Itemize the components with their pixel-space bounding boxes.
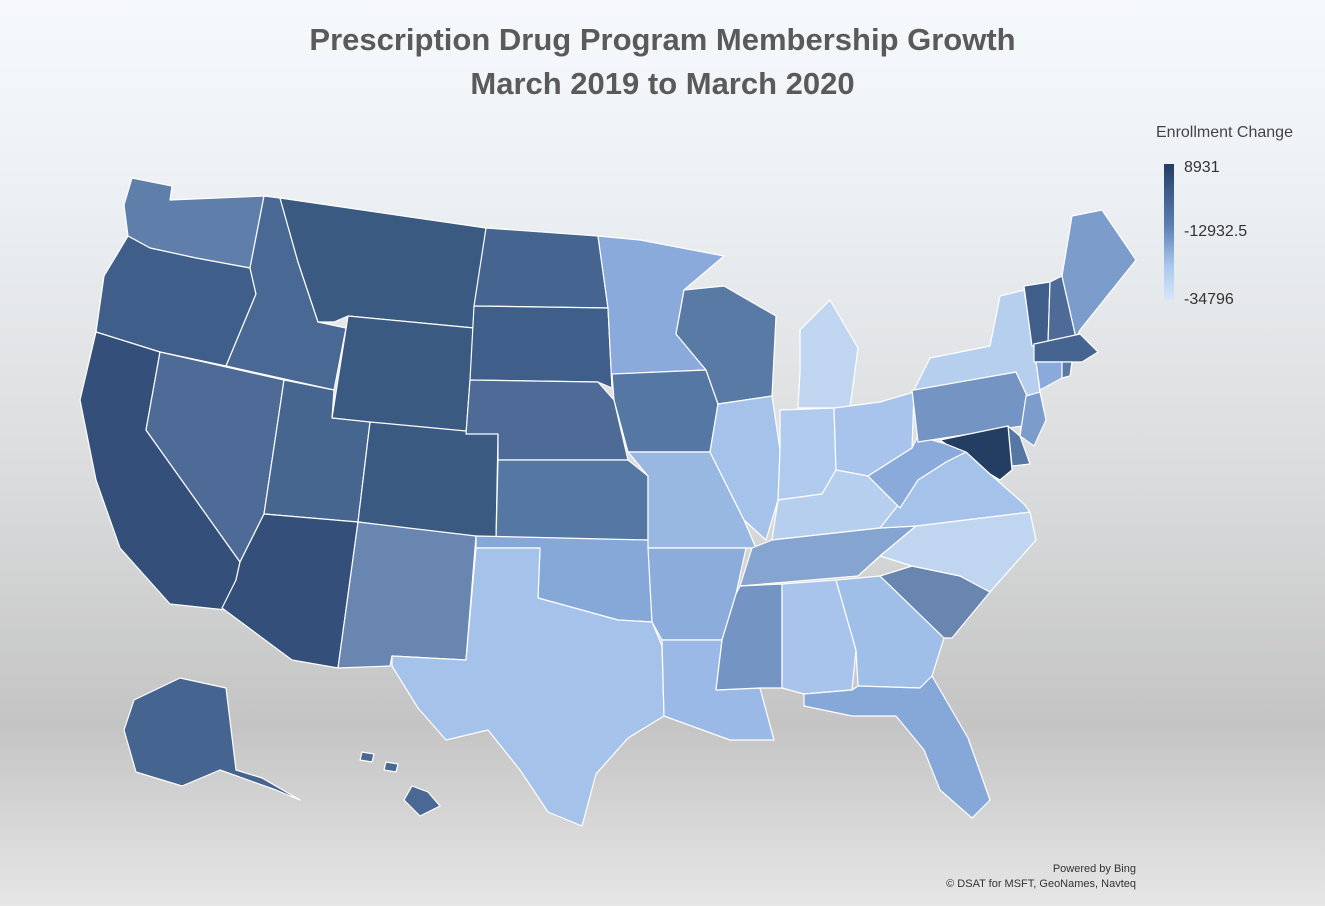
title-line-1: Prescription Drug Program Membership Gro… — [309, 22, 1016, 57]
state-sd[interactable] — [469, 305, 613, 389]
state-nj[interactable] — [1019, 391, 1047, 447]
state-ma[interactable] — [1033, 333, 1099, 363]
legend-min-label: -34796 — [1184, 291, 1234, 308]
state-ak[interactable] — [123, 677, 301, 801]
title-line-2: March 2019 to March 2020 — [470, 66, 855, 101]
state-md[interactable] — [939, 425, 1013, 481]
state-wy[interactable] — [331, 315, 475, 435]
legend: Enrollment Change 8931 -12932.5 -34796 — [1150, 124, 1315, 314]
state-co[interactable] — [357, 421, 499, 541]
state-fl[interactable] — [803, 675, 991, 819]
state-nd[interactable] — [473, 227, 609, 309]
legend-mid-label: -12932.5 — [1184, 223, 1248, 240]
state-me[interactable] — [1061, 209, 1137, 339]
state-ia[interactable] — [611, 369, 719, 453]
attribution-powered-by: Powered by Bing — [1052, 863, 1136, 875]
legend-title: Enrollment Change — [1156, 124, 1293, 141]
state-hi[interactable] — [403, 785, 441, 817]
state-tx[interactable] — [391, 547, 665, 827]
map-title: Prescription Drug Program Membership Gro… — [0, 18, 1325, 106]
legend-color-scale — [1164, 164, 1174, 300]
state-ks[interactable] — [495, 459, 649, 541]
attribution-credits: © DSAT for MSFT, GeoNames, Navteq — [946, 878, 1136, 890]
map-attribution: Powered by Bing © DSAT for MSFT, GeoName… — [946, 862, 1136, 892]
legend-max-label: 8931 — [1184, 159, 1220, 176]
state-il[interactable] — [709, 395, 781, 541]
state-hi-islands[interactable] — [359, 751, 399, 773]
state-nm[interactable] — [337, 521, 477, 669]
state-mi[interactable] — [797, 299, 859, 409]
state-ct[interactable] — [1035, 361, 1063, 391]
state-nc[interactable] — [879, 511, 1037, 593]
state-ri[interactable] — [1061, 361, 1073, 379]
